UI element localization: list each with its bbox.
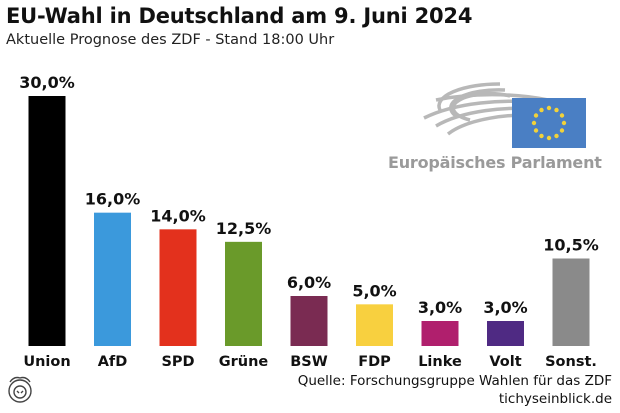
category-label: Grüne	[219, 354, 269, 370]
category-label: BSW	[290, 354, 328, 370]
category-label: Union	[23, 354, 70, 370]
value-label: 3,0%	[483, 298, 527, 317]
bar-linke	[421, 321, 459, 346]
bar-union	[28, 96, 66, 346]
bar-spd	[159, 229, 197, 346]
eu-star	[533, 128, 539, 133]
eu-star	[539, 107, 544, 113]
bar-volt	[487, 321, 524, 346]
bar-fdp	[356, 304, 393, 346]
eu-star	[546, 105, 552, 111]
value-label: 5,0%	[352, 281, 396, 300]
lion-head-icon	[8, 376, 32, 403]
eu-star	[533, 113, 539, 118]
eu-star	[559, 128, 565, 133]
eu-star	[561, 120, 567, 126]
chart-subtitle: Aktuelle Prognose des ZDF - Stand 18:00 …	[6, 32, 335, 48]
value-label: 30,0%	[19, 73, 75, 92]
category-label: Volt	[489, 354, 521, 370]
bar-afd	[94, 212, 131, 346]
site-credit: tichyseinblick.de	[498, 391, 612, 407]
eu-star	[559, 113, 565, 118]
value-label: 3,0%	[418, 298, 462, 317]
eu-star	[546, 135, 552, 141]
eu-star	[531, 120, 537, 126]
value-label: 12,5%	[216, 219, 272, 238]
category-label: AfD	[98, 354, 128, 370]
eu-star	[554, 133, 559, 139]
source-note: Quelle: Forschungsgruppe Wahlen für das …	[297, 373, 612, 389]
category-label: FDP	[358, 354, 391, 370]
category-label: Sonst.	[545, 354, 597, 370]
eu-star	[539, 133, 544, 139]
value-label: 10,5%	[543, 236, 599, 255]
category-label: Linke	[418, 354, 462, 370]
european-parliament-hemicycle-icon	[423, 82, 549, 136]
chart-title: EU-Wahl in Deutschland am 9. Juni 2024	[6, 4, 473, 28]
eu-star	[554, 107, 559, 113]
category-label: SPD	[161, 354, 194, 370]
value-label: 16,0%	[85, 190, 141, 209]
value-label: 14,0%	[150, 206, 206, 225]
bar-grüne	[225, 241, 262, 346]
eu-flag-icon	[512, 98, 586, 148]
value-label: 6,0%	[287, 273, 331, 292]
logo-label: Europäisches Parlament	[388, 153, 602, 172]
bar-bsw	[290, 296, 328, 346]
bar-sonst	[552, 258, 590, 346]
